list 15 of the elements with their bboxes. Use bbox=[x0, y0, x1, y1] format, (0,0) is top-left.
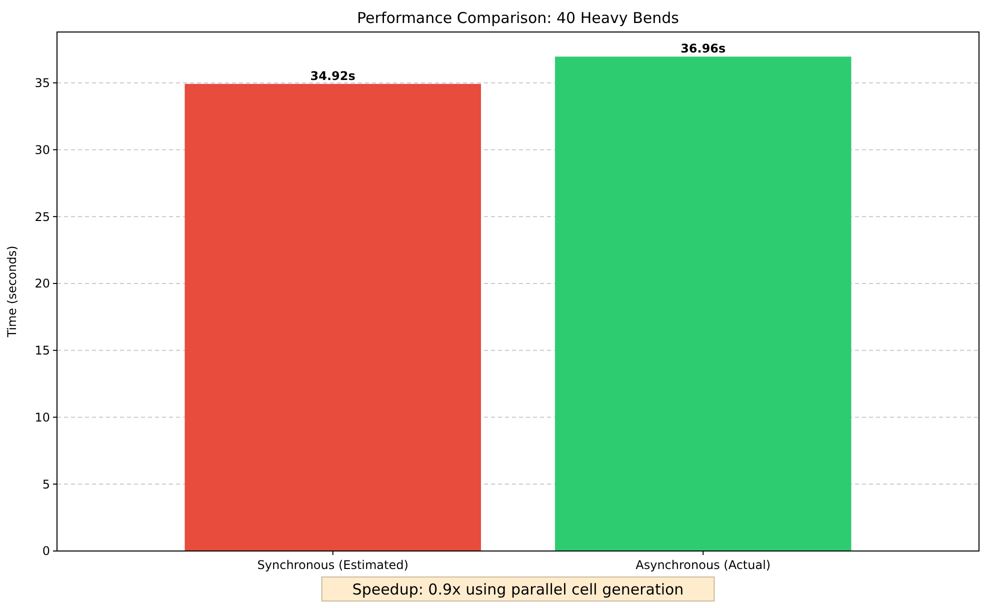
y-tick-label: 0 bbox=[42, 544, 50, 558]
y-tick-label: 20 bbox=[34, 276, 50, 291]
data-label: 34.92s bbox=[310, 68, 356, 83]
data-label: 36.96s bbox=[680, 42, 726, 56]
y-tick-label: 25 bbox=[34, 210, 50, 224]
y-tick-label: 5 bbox=[42, 477, 50, 492]
y-tick-label: 15 bbox=[34, 344, 50, 358]
text: Speedup: 0.9x using parallel cell generation bbox=[352, 580, 684, 598]
x-tick-label: Asynchronous (Actual) bbox=[636, 558, 771, 572]
y-tick-label: 30 bbox=[34, 142, 50, 157]
x-tick-label: Synchronous (Estimated) bbox=[257, 558, 408, 572]
y-tick-label: 10 bbox=[34, 410, 50, 424]
y-axis-title: Time (seconds) bbox=[5, 246, 19, 338]
chart-title: Performance Comparison: 40 Heavy Bends bbox=[357, 9, 680, 27]
y-tick-label: 35 bbox=[34, 76, 50, 90]
